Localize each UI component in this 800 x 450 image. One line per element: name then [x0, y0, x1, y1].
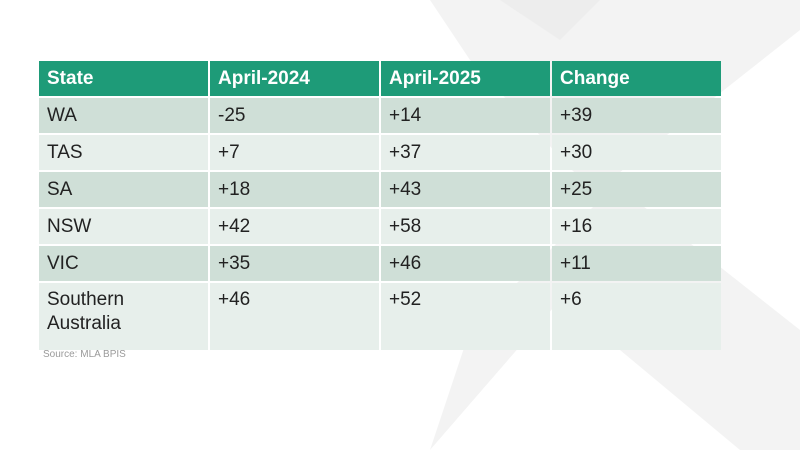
- table-header-row: State April-2024 April-2025 Change: [39, 61, 721, 96]
- header-april-2024: April-2024: [210, 61, 379, 96]
- cell-change: +11: [552, 246, 721, 281]
- cell-state: NSW: [39, 209, 208, 244]
- table-row: VIC +35 +46 +11: [39, 246, 721, 281]
- header-state: State: [39, 61, 208, 96]
- data-table-container: State April-2024 April-2025 Change WA -2…: [39, 61, 725, 350]
- header-change: Change: [552, 61, 721, 96]
- cell-april-2024: +46: [210, 283, 379, 350]
- header-april-2025: April-2025: [381, 61, 550, 96]
- cell-state: VIC: [39, 246, 208, 281]
- cell-change: +25: [552, 172, 721, 207]
- table-row: Southern Australia +46 +52 +6: [39, 283, 721, 350]
- table-row: TAS +7 +37 +30: [39, 135, 721, 170]
- cell-april-2024: -25: [210, 98, 379, 133]
- table-row: NSW +42 +58 +16: [39, 209, 721, 244]
- cell-april-2024: +7: [210, 135, 379, 170]
- table-row: WA -25 +14 +39: [39, 98, 721, 133]
- cell-april-2025: +46: [381, 246, 550, 281]
- cell-april-2025: +14: [381, 98, 550, 133]
- source-note: Source: MLA BPIS: [43, 349, 126, 360]
- cell-april-2024: +35: [210, 246, 379, 281]
- cell-change: +16: [552, 209, 721, 244]
- cell-change: +39: [552, 98, 721, 133]
- state-change-table: State April-2024 April-2025 Change WA -2…: [37, 59, 723, 352]
- cell-change: +6: [552, 283, 721, 350]
- cell-april-2025: +37: [381, 135, 550, 170]
- table-row: SA +18 +43 +25: [39, 172, 721, 207]
- cell-april-2024: +42: [210, 209, 379, 244]
- cell-state: TAS: [39, 135, 208, 170]
- cell-state: Southern Australia: [39, 283, 208, 350]
- cell-state: SA: [39, 172, 208, 207]
- cell-april-2025: +58: [381, 209, 550, 244]
- cell-change: +30: [552, 135, 721, 170]
- cell-april-2024: +18: [210, 172, 379, 207]
- cell-april-2025: +52: [381, 283, 550, 350]
- cell-state: WA: [39, 98, 208, 133]
- cell-april-2025: +43: [381, 172, 550, 207]
